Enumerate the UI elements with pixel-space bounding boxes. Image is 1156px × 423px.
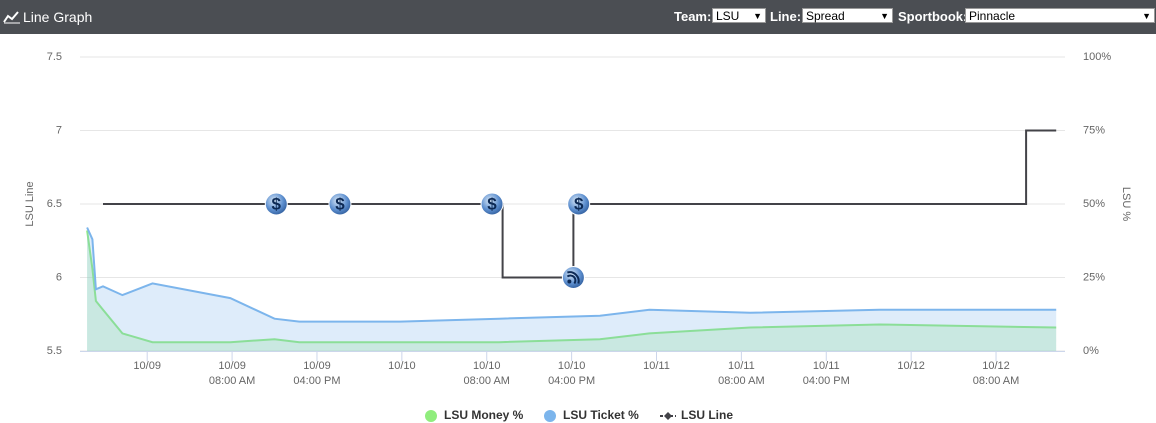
x-tick-label: 04:00 PM [548,375,595,387]
event-marker [480,192,504,216]
x-tick-label: 10/10 [388,360,416,372]
x-tick-label: 10/10 [473,360,501,372]
x-tick-label: 10/12 [897,360,925,372]
x-tick-label: 08:00 AM [463,375,509,387]
series-line [86,230,1057,344]
x-tick-label: 08:00 AM [718,375,764,387]
legend-label: LSU Line [681,408,733,422]
y-tick-label: 7.5 [47,51,62,63]
marker-label: $ [487,194,497,213]
y-tick-label: 7 [56,124,62,136]
y2-tick-label: 25% [1083,271,1105,283]
sportsbook-label: Sportbook: [898,9,968,24]
x-tick-label: 08:00 AM [209,375,255,387]
y2-axis-title: LSU % [1120,187,1132,221]
y-tick-label: 5.5 [47,345,62,357]
y2-tick-label: 50% [1083,198,1105,210]
series-area [87,230,1057,351]
rss-dot [567,279,572,284]
x-tick-label: 10/09 [133,360,161,372]
team-label: Team: [674,9,712,24]
x-tick-label: 10/10 [558,360,586,372]
event-marker [264,192,288,216]
x-tick-label: 10/11 [643,360,670,372]
line-select[interactable]: Spread [802,8,893,24]
chart-icon [3,11,20,24]
y-tick-label: 6.5 [47,198,62,210]
x-tick-label: 10/09 [218,360,246,372]
header-title: Line Graph [23,9,93,25]
marker-label: $ [335,194,345,213]
y2-tick-label: 0% [1083,345,1099,357]
y-axis-title: LSU Line [24,181,36,226]
event-marker [328,192,352,216]
legend-symbol [425,410,437,422]
marker-label: $ [574,194,584,213]
legend-label: LSU Ticket % [563,408,639,422]
event-marker [567,192,591,216]
x-tick-label: 04:00 PM [803,375,850,387]
series-line [103,129,1057,279]
header-bar: Line Graph Team: LSU Line: Spread Sportb… [0,0,1156,34]
x-tick-label: 08:00 AM [973,375,1019,387]
legend-symbol [544,410,556,422]
y-tick-label: 6 [56,271,62,283]
y2-tick-label: 100% [1083,51,1111,63]
x-tick-label: 10/11 [728,360,755,372]
marker-label: $ [272,194,282,213]
x-tick-label: 10/11 [813,360,840,372]
legend-label: LSU Money % [444,408,524,422]
y2-tick-label: 75% [1083,124,1105,136]
legend-diamond [664,412,672,420]
line-label: Line: [770,9,802,24]
x-tick-label: 04:00 PM [293,375,340,387]
sportsbook-select[interactable]: Pinnacle [965,8,1155,24]
series-line [86,227,1057,323]
rss-arc [566,271,580,285]
team-select[interactable]: LSU [712,8,766,24]
x-tick-label: 10/12 [982,360,1010,372]
series-area [87,227,1057,351]
x-tick-label: 10/09 [303,360,331,372]
